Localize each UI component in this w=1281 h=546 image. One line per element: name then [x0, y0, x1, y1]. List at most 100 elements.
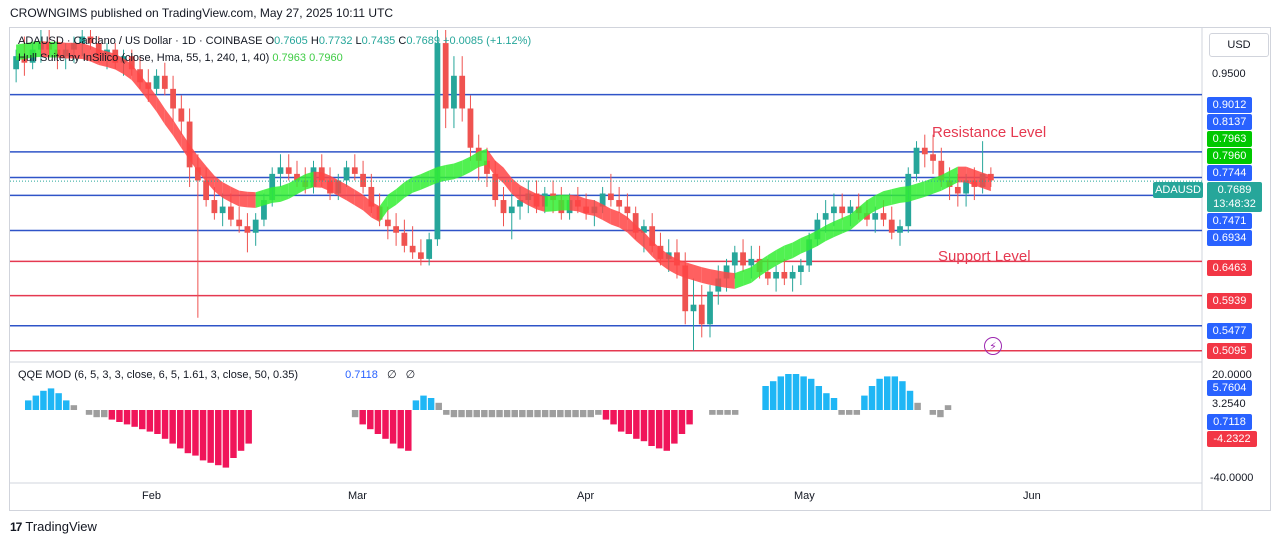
publish-caption: CROWNGIMS published on TradingView.com, …: [10, 6, 394, 20]
hull-band-down: [156, 96, 165, 125]
hull-band-down: [718, 270, 727, 288]
hull-band-up: [387, 189, 397, 211]
candle-body: [351, 167, 358, 174]
candle-body: [459, 75, 466, 109]
qqe-bar: [146, 410, 154, 432]
candle-body: [880, 213, 887, 220]
price-tag-7: 0.6463: [1207, 260, 1252, 276]
qqe-bar: [161, 410, 169, 439]
hull-band-up: [734, 270, 744, 289]
hull-band-down: [528, 189, 537, 210]
qqe-bar: [762, 386, 769, 410]
candle-body: [517, 200, 523, 207]
qqe-bar: [899, 381, 906, 410]
hull-band-down: [619, 211, 628, 233]
qqe-na-1: ∅: [386, 369, 397, 381]
close-label: C: [398, 35, 407, 47]
candle-body: [161, 75, 168, 89]
hull-band-up: [817, 225, 826, 247]
candle-body: [649, 226, 656, 246]
qqe-bar: [519, 410, 526, 418]
hull-band-up: [453, 160, 463, 180]
hull-band-up: [379, 194, 388, 222]
candle-body: [740, 252, 746, 266]
qqe-bar: [610, 410, 617, 425]
candle-body: [79, 36, 86, 44]
price-tag-9: 0.5477: [1207, 323, 1252, 339]
candle-body: [277, 167, 284, 174]
price-tag-1: 0.8137: [1207, 114, 1252, 130]
candle-body: [864, 213, 870, 220]
hull-band-up: [404, 177, 413, 198]
ohlc-legend: ADAUSD · Cardano / US Dollar · 1D · COIN…: [18, 35, 531, 47]
qqe-bar: [389, 410, 397, 444]
hull-band-up: [462, 156, 471, 177]
hull-band-up: [924, 178, 934, 197]
qqe-tag-1: 0.7118: [1207, 414, 1252, 430]
tradingview-footer[interactable]: 17 TradingView: [10, 519, 97, 534]
candle-body: [607, 193, 614, 201]
hull-band-down: [503, 167, 512, 194]
candle-body: [343, 167, 350, 181]
candle-body: [467, 108, 474, 148]
hull-band-down: [569, 194, 578, 212]
hull-title[interactable]: Hull Suite by InSilico (close, Hma, 55, …: [18, 52, 270, 64]
hull-band-up: [470, 151, 479, 173]
hull-band-up: [759, 255, 768, 277]
hull-band-down: [206, 166, 215, 192]
hull-band-up: [784, 242, 793, 262]
hull-band-down: [520, 185, 529, 206]
qqe-bar: [116, 410, 123, 422]
hull-band-up: [272, 186, 281, 203]
hull-band-down: [982, 172, 991, 192]
qqe-bar: [633, 410, 640, 439]
hull-band-down: [82, 43, 91, 62]
lightning-icon[interactable]: ⚡: [984, 337, 1002, 355]
hull-band-down: [668, 254, 677, 275]
qqe-bar: [237, 410, 245, 451]
qqe-bar: [465, 410, 473, 418]
qqe-bar: [40, 390, 47, 410]
candle-body: [806, 239, 813, 266]
qqe-bar: [845, 410, 853, 415]
candle-body: [888, 219, 895, 233]
qqe-bar: [823, 393, 830, 410]
qqe-bar: [199, 410, 207, 461]
symbol-title[interactable]: ADAUSD · Cardano / US Dollar · 1D · COIN…: [18, 35, 263, 47]
change-value: +0.0085 (+1.12%): [443, 35, 532, 47]
qqe-bar: [876, 378, 883, 410]
qqe-bar: [511, 410, 518, 418]
qqe-bar: [435, 402, 442, 410]
qqe-bar: [25, 400, 32, 410]
qqe-bar: [154, 410, 161, 434]
qqe-bar: [777, 376, 785, 410]
candle-body: [839, 206, 846, 214]
qqe-tick-0: 20.0000: [1212, 369, 1252, 381]
hull-band-up: [933, 175, 942, 194]
hull-band-down: [685, 262, 694, 281]
qqe-bar: [367, 410, 374, 430]
price-tag-3: 0.7960: [1207, 148, 1252, 164]
candle-body: [401, 232, 408, 246]
qqe-bar: [655, 410, 663, 449]
qqe-title[interactable]: QQE MOD (6, 5, 3, 3, close, 6, 5, 1.61, …: [18, 369, 299, 381]
hull-band-up: [743, 267, 752, 286]
qqe-value: 0.7118: [345, 369, 378, 381]
candle-body: [228, 206, 234, 220]
qqe-bar: [443, 410, 450, 415]
hull-band-up: [776, 245, 785, 266]
qqe-bar: [678, 410, 686, 434]
qqe-bar: [838, 410, 845, 415]
hull-band-down: [73, 42, 83, 59]
time-tick-feb: Feb: [142, 490, 161, 502]
hull-band-down: [635, 224, 644, 248]
hull-band-down: [65, 42, 74, 59]
hull-band-down: [726, 272, 735, 289]
qqe-bar: [785, 374, 792, 410]
currency-button[interactable]: USD: [1209, 33, 1269, 57]
hull-band-down: [222, 182, 231, 203]
qqe-bar: [861, 395, 868, 410]
qqe-bar: [541, 410, 549, 418]
resistance-annotation: Resistance Level: [932, 124, 1047, 141]
